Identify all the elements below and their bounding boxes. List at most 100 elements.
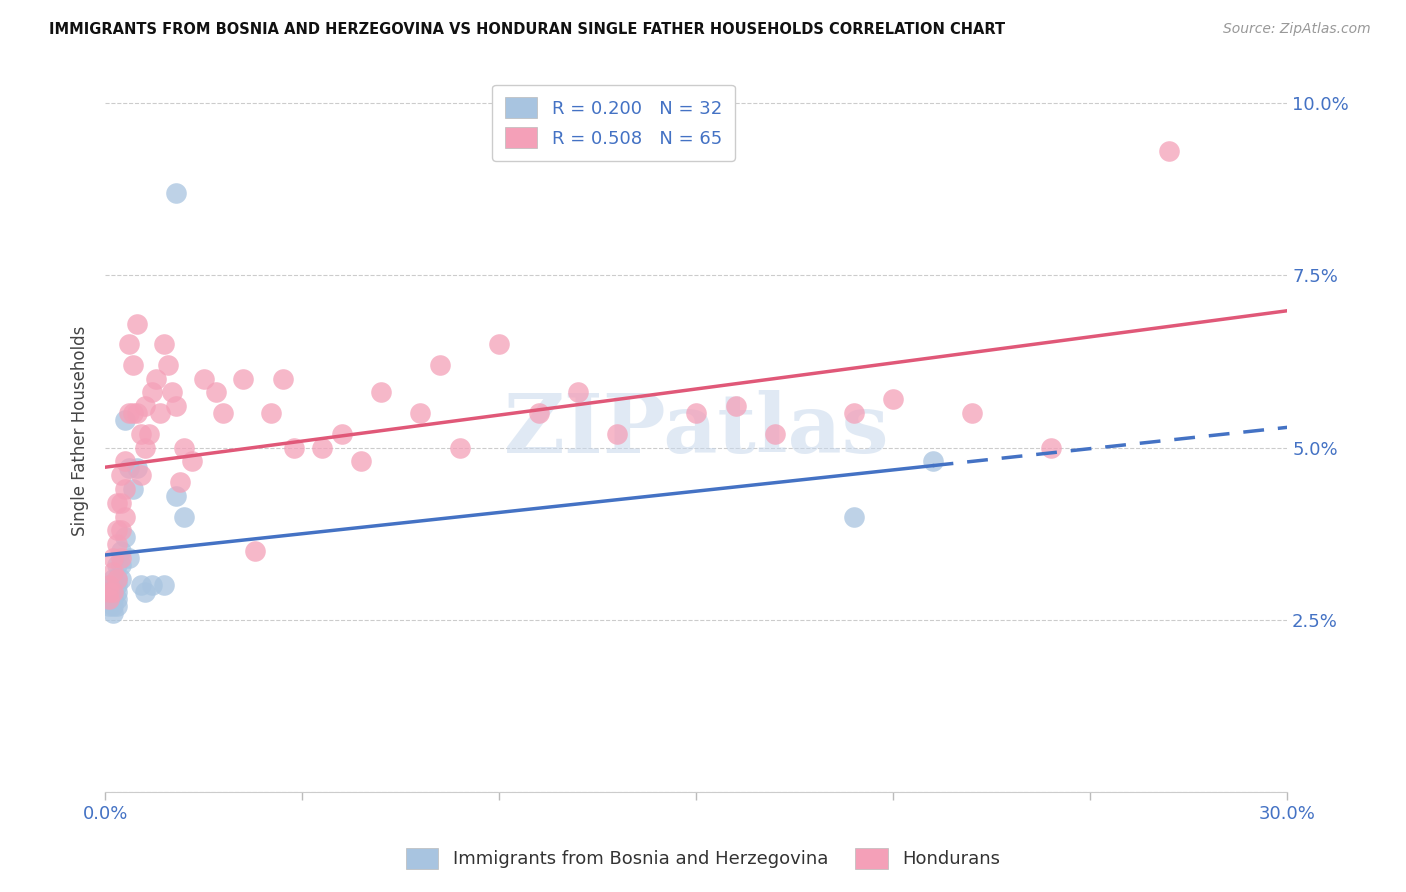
Point <box>105 572 128 586</box>
Point <box>118 337 141 351</box>
Point <box>212 406 235 420</box>
Point <box>129 468 152 483</box>
Point <box>685 406 707 420</box>
Point <box>105 524 128 538</box>
Point <box>101 599 124 614</box>
Point <box>153 337 176 351</box>
Point <box>527 406 550 420</box>
Point <box>125 461 148 475</box>
Point <box>110 550 132 565</box>
Point <box>125 406 148 420</box>
Point <box>101 550 124 565</box>
Point <box>101 572 124 586</box>
Point <box>101 585 124 599</box>
Point <box>121 406 143 420</box>
Point <box>98 585 121 599</box>
Point <box>330 426 353 441</box>
Point <box>173 509 195 524</box>
Point <box>882 392 904 407</box>
Point <box>105 599 128 614</box>
Point <box>173 441 195 455</box>
Point <box>1157 145 1180 159</box>
Point <box>114 509 136 524</box>
Point <box>243 544 266 558</box>
Point <box>101 606 124 620</box>
Point <box>110 468 132 483</box>
Point <box>842 509 865 524</box>
Point <box>98 578 121 592</box>
Legend: Immigrants from Bosnia and Herzegovina, Hondurans: Immigrants from Bosnia and Herzegovina, … <box>399 840 1007 876</box>
Point <box>105 578 128 592</box>
Point <box>193 372 215 386</box>
Point <box>110 496 132 510</box>
Point <box>105 537 128 551</box>
Point <box>921 454 943 468</box>
Point <box>350 454 373 468</box>
Point <box>763 426 786 441</box>
Point <box>960 406 983 420</box>
Point <box>165 186 187 200</box>
Point <box>134 585 156 599</box>
Point <box>449 441 471 455</box>
Point <box>125 317 148 331</box>
Point <box>153 578 176 592</box>
Point <box>204 385 226 400</box>
Point <box>105 585 128 599</box>
Y-axis label: Single Father Households: Single Father Households <box>72 326 89 535</box>
Point <box>134 441 156 455</box>
Point <box>105 572 128 586</box>
Point <box>145 372 167 386</box>
Point <box>169 475 191 489</box>
Text: ZIPatlas: ZIPatlas <box>503 391 889 470</box>
Point <box>129 578 152 592</box>
Point <box>141 578 163 592</box>
Point <box>110 572 132 586</box>
Point <box>98 592 121 607</box>
Point <box>157 358 180 372</box>
Point <box>118 550 141 565</box>
Text: IMMIGRANTS FROM BOSNIA AND HERZEGOVINA VS HONDURAN SINGLE FATHER HOUSEHOLDS CORR: IMMIGRANTS FROM BOSNIA AND HERZEGOVINA V… <box>49 22 1005 37</box>
Point <box>98 585 121 599</box>
Point <box>141 385 163 400</box>
Legend: R = 0.200   N = 32, R = 0.508   N = 65: R = 0.200 N = 32, R = 0.508 N = 65 <box>492 85 735 161</box>
Point <box>165 399 187 413</box>
Point <box>105 558 128 572</box>
Point <box>260 406 283 420</box>
Point <box>105 592 128 607</box>
Point <box>118 406 141 420</box>
Point <box>114 482 136 496</box>
Text: Source: ZipAtlas.com: Source: ZipAtlas.com <box>1223 22 1371 37</box>
Point <box>165 489 187 503</box>
Point <box>101 592 124 607</box>
Point <box>98 599 121 614</box>
Point <box>138 426 160 441</box>
Point <box>121 482 143 496</box>
Point <box>283 441 305 455</box>
Point <box>129 426 152 441</box>
Point <box>121 358 143 372</box>
Point <box>180 454 202 468</box>
Point <box>118 461 141 475</box>
Point <box>134 399 156 413</box>
Point <box>311 441 333 455</box>
Point <box>232 372 254 386</box>
Point <box>429 358 451 372</box>
Point <box>101 585 124 599</box>
Point <box>110 524 132 538</box>
Point <box>114 454 136 468</box>
Point <box>110 558 132 572</box>
Point <box>110 544 132 558</box>
Point <box>567 385 589 400</box>
Point <box>105 496 128 510</box>
Point <box>606 426 628 441</box>
Point <box>409 406 432 420</box>
Point <box>488 337 510 351</box>
Point <box>370 385 392 400</box>
Point <box>98 592 121 607</box>
Point <box>1039 441 1062 455</box>
Point <box>98 578 121 592</box>
Point <box>271 372 294 386</box>
Point <box>724 399 747 413</box>
Point <box>101 565 124 579</box>
Point <box>842 406 865 420</box>
